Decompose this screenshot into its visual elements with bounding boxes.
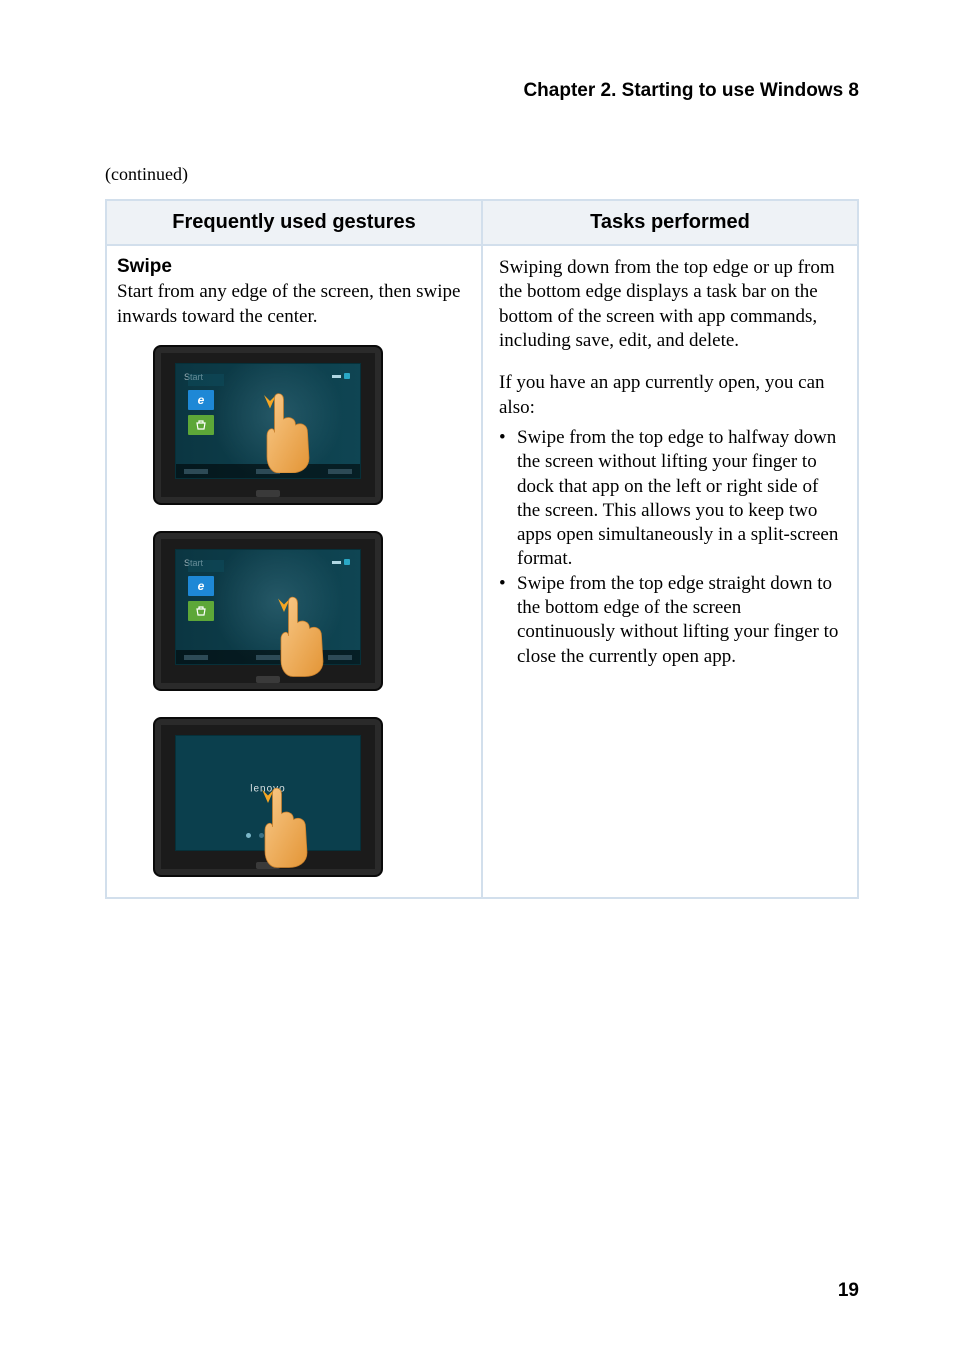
tablet-screen-icon: lenovo [175, 735, 361, 851]
task-paragraph: Swiping down from the top edge or up fro… [499, 256, 841, 353]
task-bullet: Swipe from the top edge to halfway down … [499, 426, 841, 572]
tablet-home-button-icon [256, 676, 280, 683]
tablet-home-button-icon [256, 862, 280, 869]
column-header-tasks: Tasks performed [482, 200, 858, 245]
app-taskbar-icon [176, 464, 360, 478]
lenovo-logo-icon: lenovo [250, 783, 285, 794]
app-taskbar-icon [176, 650, 360, 664]
page-number: 19 [838, 1280, 859, 1302]
column-header-gestures: Frequently used gestures [106, 200, 482, 245]
continued-label: (continued) [105, 164, 859, 185]
tablet-illustration: Start e [153, 531, 383, 691]
gesture-cell: Swipe Start from any edge of the screen,… [106, 245, 482, 898]
chapter-heading: Chapter 2. Starting to use Windows 8 [105, 80, 859, 102]
tile-icon [188, 374, 224, 386]
gesture-illustrations: Start e [109, 345, 479, 877]
tablet-screen-icon: Start e [175, 549, 361, 665]
store-tile-icon [188, 601, 214, 621]
ie-tile-icon: e [188, 576, 214, 596]
tablet-home-button-icon [256, 490, 280, 497]
tablet-illustration: Start e [153, 345, 383, 505]
task-intro: If you have an app currently open, you c… [499, 371, 841, 420]
tablet-illustration: lenovo [153, 717, 383, 877]
ie-tile-icon: e [188, 390, 214, 410]
tile-icon [188, 560, 224, 572]
gesture-title: Swipe [117, 256, 479, 278]
task-bullet-list: Swipe from the top edge to halfway down … [499, 426, 841, 669]
tablet-screen-icon: Start e [175, 363, 361, 479]
task-bullet: Swipe from the top edge straight down to… [499, 572, 841, 669]
gesture-description: Start from any edge of the screen, then … [117, 280, 471, 329]
gesture-table: Frequently used gestures Tasks performed… [105, 199, 859, 899]
user-indicator-icon [332, 372, 350, 380]
tasks-cell: Swiping down from the top edge or up fro… [482, 245, 858, 898]
store-tile-icon [188, 415, 214, 435]
user-indicator-icon [332, 558, 350, 566]
